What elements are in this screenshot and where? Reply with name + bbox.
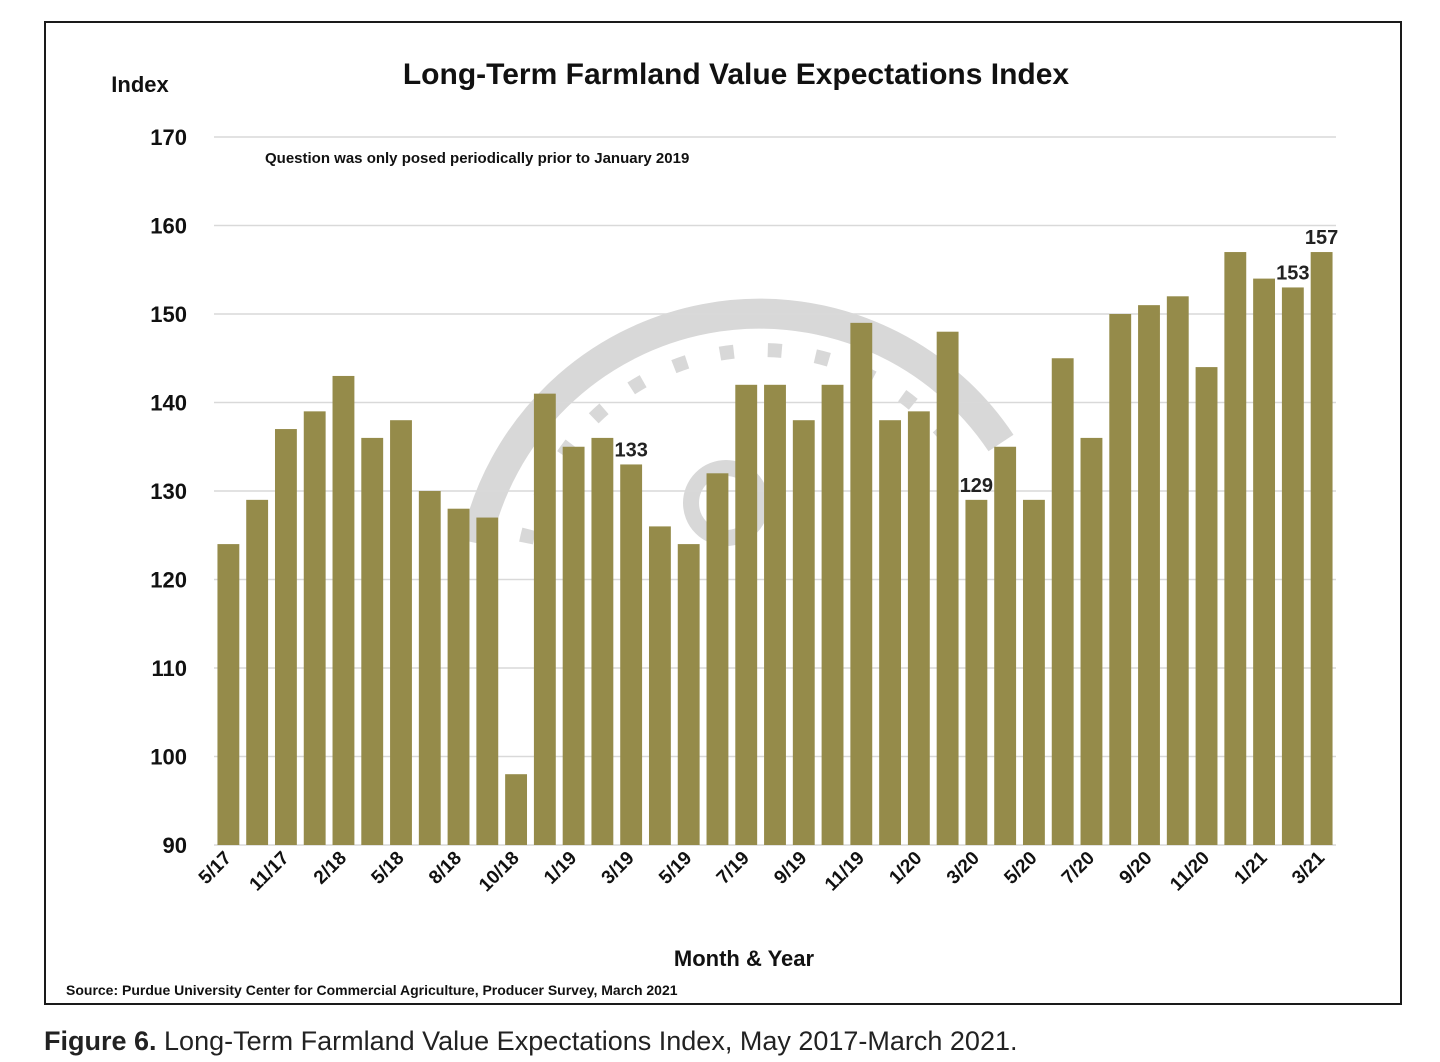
bar: [303, 411, 326, 845]
y-axis-ticks: 90 100 110 120 130 140 150 160 170: [150, 125, 187, 858]
x-tick-label: 9/20: [1116, 848, 1157, 889]
x-tick-label: 1/19: [540, 848, 581, 889]
bar: [879, 420, 902, 845]
y-tick-label: 100: [150, 745, 187, 770]
x-tick-label: 7/20: [1058, 848, 1099, 889]
chart-frame: Index Long-Term Farmland Value Expectati…: [44, 21, 1402, 1005]
x-tick-label: 7/19: [713, 848, 754, 889]
bar: [1138, 305, 1160, 845]
bar: [677, 544, 700, 845]
bar: [246, 499, 269, 845]
y-tick-label: 120: [150, 568, 187, 593]
bar: [735, 384, 758, 845]
bar: [505, 774, 528, 845]
bar: [476, 517, 499, 845]
x-tick-label: 9/19: [770, 848, 811, 889]
x-tick-label: 1/21: [1231, 847, 1272, 888]
bar: [591, 437, 614, 845]
x-tick-label: 11/19: [821, 848, 869, 896]
bar: [907, 411, 930, 845]
x-tick-label: 11/17: [246, 848, 294, 896]
chart-title: Long-Term Farmland Value Expectations In…: [403, 58, 1070, 91]
bar: [764, 384, 786, 845]
bar: [447, 508, 470, 845]
x-tick-label: 2/18: [310, 848, 351, 889]
bar: [418, 491, 441, 845]
bar: [850, 322, 873, 846]
bar: [648, 526, 671, 845]
bar: [1166, 296, 1189, 845]
y-tick-label: 90: [163, 833, 187, 858]
y-tick-label: 140: [150, 391, 187, 416]
bar: [390, 420, 412, 845]
bar: [1080, 437, 1103, 845]
bar: [965, 499, 988, 845]
x-tick-label: 8/18: [425, 848, 466, 889]
x-tick-label: 3/21: [1288, 847, 1329, 888]
y-axis-label: Index: [111, 72, 169, 97]
bar: [274, 429, 297, 845]
bar: [1051, 358, 1074, 845]
x-axis-ticks: 5/17 11/17 2/18 5/18 8/18 10/18 1/19 3/19 5/19 7/…: [195, 847, 1330, 896]
source-note: Source: Purdue University Center for Com…: [66, 982, 678, 998]
data-label: 157: [1305, 227, 1338, 249]
y-tick-label: 130: [150, 479, 187, 504]
bar: [1109, 314, 1132, 845]
x-tick-label: 3/19: [598, 848, 639, 889]
bar: [1224, 252, 1247, 846]
x-tick-label: 5/17: [195, 848, 236, 889]
bar: [994, 446, 1017, 845]
bar: [361, 437, 384, 845]
x-tick-label: 3/20: [943, 848, 984, 889]
x-tick-label: 10/18: [475, 848, 523, 896]
bar: [1195, 367, 1218, 845]
bar: [217, 544, 240, 845]
figure-caption: Figure 6. Long-Term Farmland Value Expec…: [44, 1026, 1017, 1057]
y-tick-label: 110: [152, 656, 188, 681]
data-labels: 133 129 153 157: [614, 227, 1338, 497]
bar: [706, 473, 729, 845]
data-label: 133: [614, 439, 647, 461]
bar: [533, 393, 556, 845]
bar: [821, 384, 844, 845]
y-tick-label: 170: [150, 125, 187, 150]
bars: [217, 252, 1333, 846]
data-label: 129: [960, 475, 993, 497]
y-tick-label: 150: [150, 302, 187, 327]
bar: [332, 375, 355, 845]
bar: [936, 331, 959, 845]
x-tick-label: 5/19: [655, 848, 696, 889]
bar: [562, 446, 585, 845]
bar: [620, 464, 643, 845]
x-tick-label: 5/18: [368, 848, 409, 889]
chart-note: Question was only posed periodically pri…: [265, 150, 689, 167]
figure-caption-text: Long-Term Farmland Value Expectations In…: [156, 1026, 1018, 1056]
data-label: 153: [1276, 262, 1309, 284]
bar-chart: Index Long-Term Farmland Value Expectati…: [66, 58, 1338, 998]
bar: [1281, 287, 1304, 845]
bar: [1022, 499, 1045, 845]
bar: [1253, 278, 1276, 846]
x-tick-label: 5/20: [1000, 848, 1041, 889]
y-tick-label: 160: [150, 214, 187, 239]
x-axis-label: Month & Year: [674, 946, 815, 971]
bar: [1310, 252, 1333, 846]
bar: [792, 420, 815, 845]
x-tick-label: 1/20: [885, 848, 926, 889]
x-tick-label: 11/20: [1166, 848, 1214, 896]
figure-label: Figure 6.: [44, 1026, 157, 1056]
